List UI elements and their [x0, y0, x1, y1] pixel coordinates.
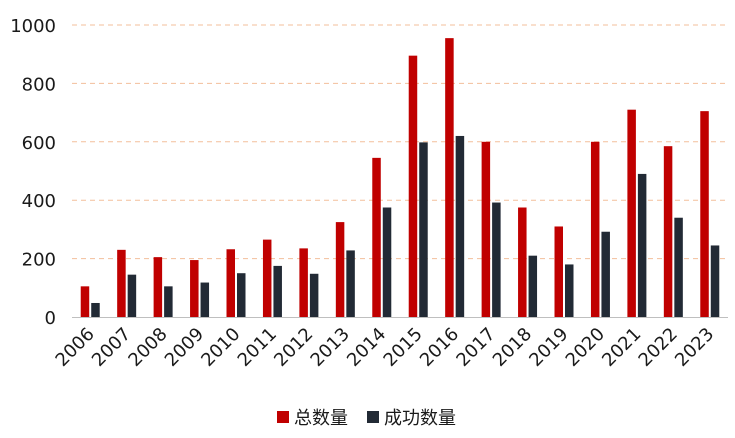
x-tick-label: 2007 — [88, 324, 135, 371]
legend: 总数量 成功数量 — [277, 408, 456, 429]
bar-success-2022 — [674, 217, 683, 317]
bar-success-2012 — [309, 273, 319, 317]
y-tick-label: 600 — [22, 133, 56, 154]
bar-total-2009 — [190, 260, 199, 317]
bar-total-2023 — [700, 111, 709, 317]
bar-total-2014 — [372, 157, 381, 317]
bar-success-2010 — [237, 273, 246, 317]
bar-total-2007 — [117, 249, 126, 317]
legend-label-total: 总数量 — [294, 408, 348, 429]
x-tick-label: 2012 — [270, 324, 317, 371]
y-tick-label: 0 — [45, 308, 56, 329]
bar-total-2020 — [590, 141, 600, 317]
bar-total-2018 — [518, 207, 527, 317]
bar-success-2013 — [346, 250, 355, 317]
legend-label-success: 成功数量 — [384, 408, 456, 429]
y-tick-label: 800 — [22, 74, 56, 95]
bar-total-2013 — [335, 222, 345, 317]
bar-success-2020 — [601, 231, 610, 317]
x-tick-label: 2009 — [161, 324, 208, 371]
bar-success-2016 — [455, 135, 465, 317]
bar-total-2015 — [408, 55, 418, 317]
y-tick-label: 200 — [22, 250, 56, 271]
bar-success-2015 — [419, 142, 428, 317]
y-tick-label: 1000 — [10, 16, 56, 37]
bar-total-2016 — [445, 38, 454, 317]
bar-success-2006 — [91, 302, 100, 317]
y-axis-ticks: 0 200 400 600 800 1000 — [10, 16, 56, 329]
x-tick-label: 2013 — [307, 324, 354, 371]
bar-total-2006 — [80, 286, 90, 317]
bar-success-2019 — [565, 264, 574, 317]
x-tick-label: 2019 — [525, 324, 572, 371]
x-tick-label: 2006 — [52, 324, 99, 371]
x-tick-label: 2022 — [635, 324, 682, 371]
x-tick-label: 2015 — [380, 324, 427, 371]
bar-total-2012 — [299, 248, 308, 317]
bar-success-2017 — [492, 202, 501, 317]
x-tick-label: 2023 — [671, 324, 718, 371]
x-tick-label: 2014 — [343, 324, 390, 371]
legend-swatch-total — [277, 411, 289, 423]
bar-success-2007 — [127, 274, 137, 317]
bar-total-2017 — [481, 141, 491, 317]
bar-total-2022 — [663, 146, 673, 317]
bar-total-2021 — [627, 109, 636, 318]
x-tick-label: 2020 — [562, 324, 609, 371]
x-tick-label: 2017 — [452, 324, 499, 371]
bar-total-2011 — [262, 239, 272, 317]
bar-success-2014 — [382, 207, 392, 317]
bar-success-2018 — [528, 255, 538, 317]
bar-total-2010 — [226, 249, 235, 317]
x-tick-label: 2016 — [416, 324, 463, 371]
x-tick-label: 2011 — [234, 324, 281, 371]
bar-total-2019 — [554, 226, 563, 317]
bar-success-2008 — [164, 286, 173, 317]
bar-total-2008 — [153, 257, 163, 317]
bar-success-2023 — [710, 245, 720, 317]
x-tick-label: 2008 — [124, 324, 171, 371]
legend-swatch-success — [367, 411, 379, 423]
x-tick-label: 2018 — [489, 324, 536, 371]
bar-success-2021 — [637, 173, 647, 317]
y-tick-label: 400 — [22, 191, 56, 212]
bar-success-2011 — [273, 265, 282, 317]
x-axis-ticks: 2006200720082009201020112012201320142015… — [52, 324, 719, 371]
bar-series — [80, 38, 720, 318]
x-tick-label: 2010 — [197, 324, 244, 371]
x-tick-label: 2021 — [598, 324, 645, 371]
bar-success-2009 — [200, 282, 210, 317]
grid-lines — [72, 24, 728, 260]
